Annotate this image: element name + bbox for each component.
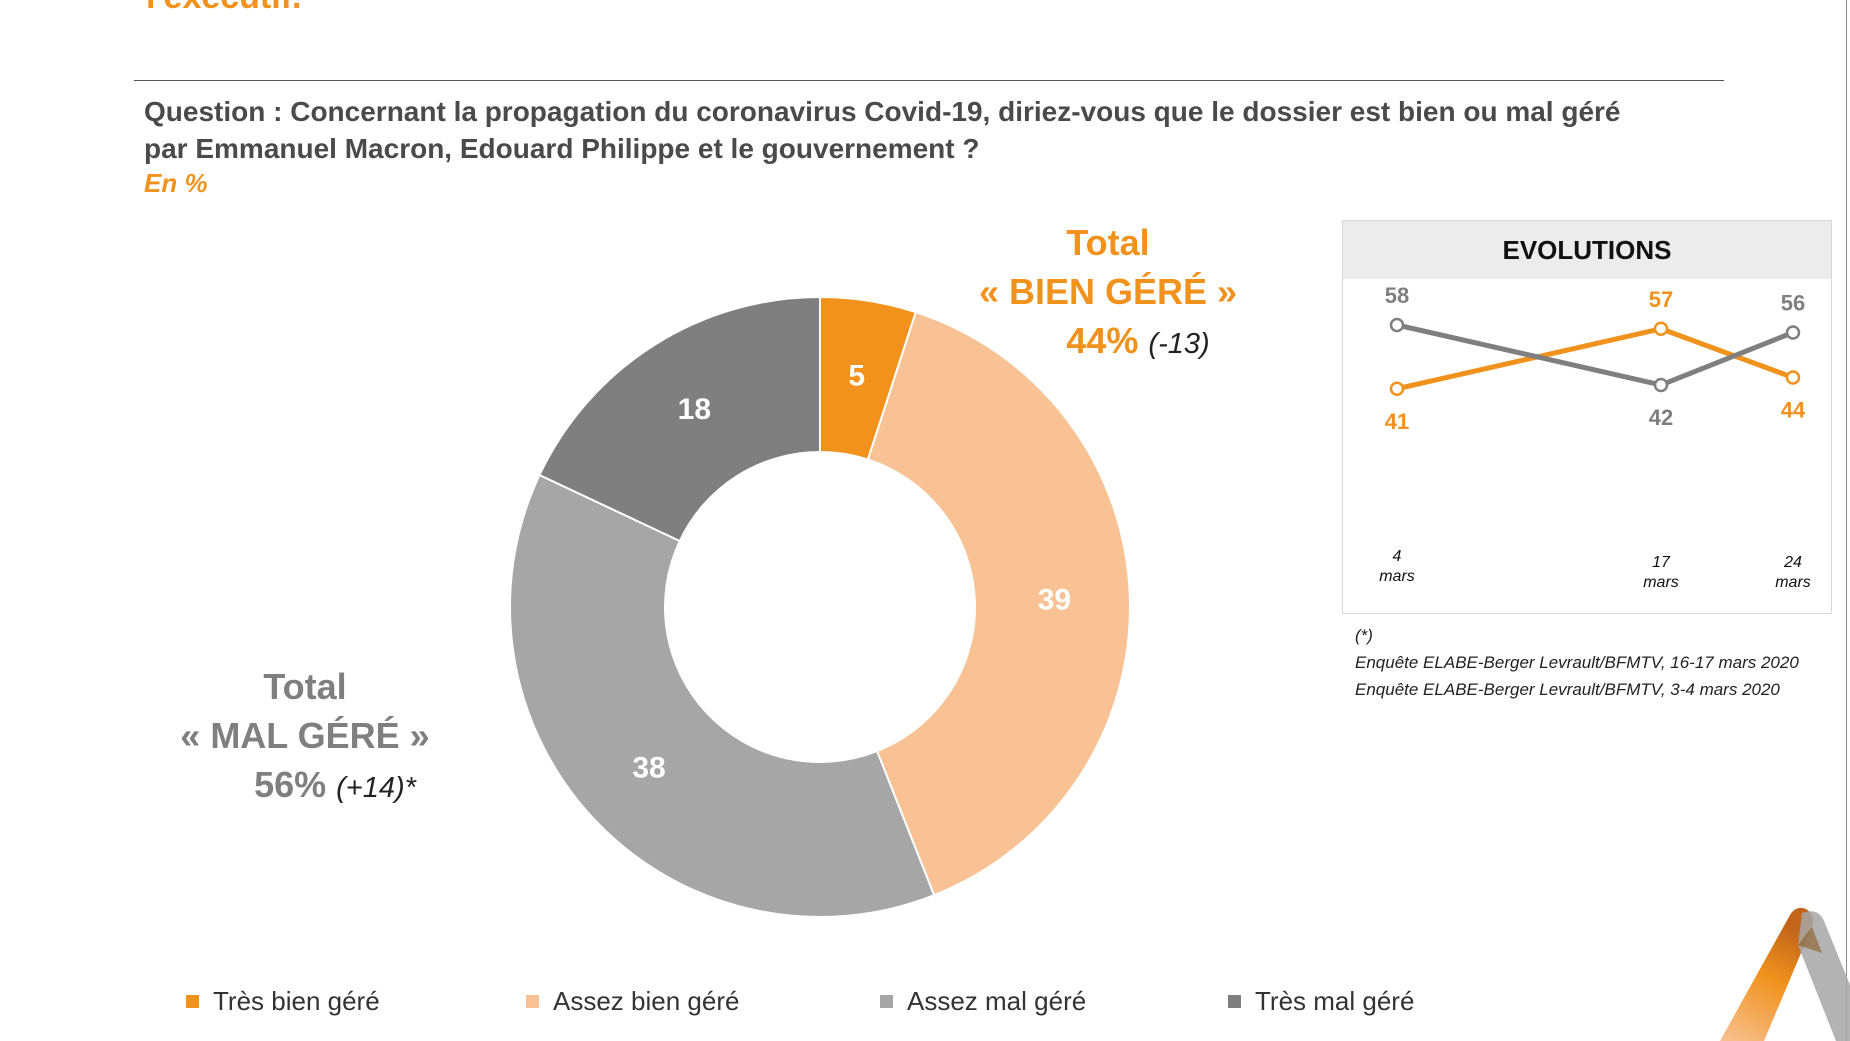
unit-label: En %: [144, 168, 208, 198]
title-divider: [134, 80, 1724, 81]
donut-chart: 5 39 38 18: [509, 295, 1131, 918]
page-title: l'exécutif.: [146, 0, 301, 17]
legend-item: Assez mal géré: [880, 986, 1086, 1017]
evo-date-day: 4: [1393, 548, 1402, 565]
evo-point: [1785, 370, 1801, 385]
total-bad-label: Total: [263, 666, 347, 707]
total-bad-value-line: 56% (+14)*: [170, 760, 440, 813]
right-border: [1846, 0, 1847, 1041]
total-bad-delta: (+14)*: [336, 772, 416, 804]
evolutions-title: EVOLUTIONS: [1343, 221, 1831, 279]
total-mal-gere: Total « MAL GÉRÉ » 56% (+14)*: [170, 662, 440, 813]
question-text: Question : Concernant la propagation du …: [144, 96, 1621, 164]
legend-label: Très bien géré: [213, 986, 380, 1016]
footnotes: (*) Enquête ELABE-Berger Levrault/BFMTV,…: [1355, 622, 1799, 703]
legend-item: Très bien géré: [186, 986, 380, 1017]
legend-item: Assez bien géré: [526, 986, 739, 1017]
total-good-delta: (-13): [1148, 328, 1210, 360]
total-good-pct: 44%: [1066, 320, 1139, 361]
evo-date-day: 24: [1783, 554, 1802, 571]
total-bien-gere: Total « BIEN GÉRÉ » 44% (-13): [968, 218, 1248, 369]
donut-slice: [866, 310, 1131, 897]
footnote-line-2: Enquête ELABE-Berger Levrault/BFMTV, 3-4…: [1355, 680, 1780, 699]
evo-date-month: mars: [1379, 568, 1415, 585]
donut-slice: [538, 295, 821, 543]
total-good-label: Total: [1066, 222, 1150, 263]
evo-value-label: 42: [1649, 405, 1673, 430]
evo-date-month: mars: [1775, 574, 1811, 591]
evolutions-line-chart: 41 57 44 58 42 56 4 mars 17 mars 24 mars: [1379, 283, 1811, 591]
evo-value-label: 44: [1781, 398, 1806, 423]
evo-value-label: 57: [1649, 287, 1673, 312]
footnote-line-1: Enquête ELABE-Berger Levrault/BFMTV, 16-…: [1355, 653, 1799, 672]
evo-value-label: 58: [1385, 283, 1409, 308]
evo-point: [1653, 321, 1669, 336]
slice-label: 5: [848, 359, 865, 392]
evo-point: [1389, 317, 1405, 333]
legend-label: Assez bien géré: [553, 986, 740, 1016]
legend-swatch: [186, 994, 199, 1008]
donut-slice: [509, 473, 936, 918]
total-good-value-line: 44% (-13): [968, 316, 1248, 369]
slice-label: 18: [678, 393, 711, 426]
evo-point: [1785, 325, 1801, 340]
evo-date-day: 17: [1652, 554, 1671, 571]
evo-value-label: 56: [1781, 291, 1805, 316]
slice-label: 38: [632, 752, 665, 785]
legend-item: Très mal géré: [1228, 986, 1414, 1017]
legend-label: Très mal géré: [1255, 986, 1415, 1016]
legend-swatch: [1228, 994, 1241, 1008]
evo-value-label: 41: [1385, 409, 1409, 434]
legend-label: Assez mal géré: [907, 986, 1087, 1016]
total-bad-pct: 56%: [254, 764, 327, 805]
elabe-logo: [1720, 907, 1850, 1041]
legend-swatch: [526, 994, 539, 1008]
evo-point: [1389, 381, 1405, 396]
slice-label: 39: [1038, 584, 1071, 617]
legend-swatch: [880, 994, 893, 1008]
total-bad-title: « MAL GÉRÉ »: [180, 715, 430, 756]
footnote-star: (*): [1355, 626, 1373, 645]
total-good-title: « BIEN GÉRÉ »: [978, 271, 1238, 312]
evo-date-month: mars: [1643, 574, 1679, 591]
evolutions-panel: EVOLUTIONS 41 57 44 58 42 56 4 mars 17 mars 24 mars: [1342, 220, 1832, 614]
evo-point: [1653, 377, 1669, 393]
